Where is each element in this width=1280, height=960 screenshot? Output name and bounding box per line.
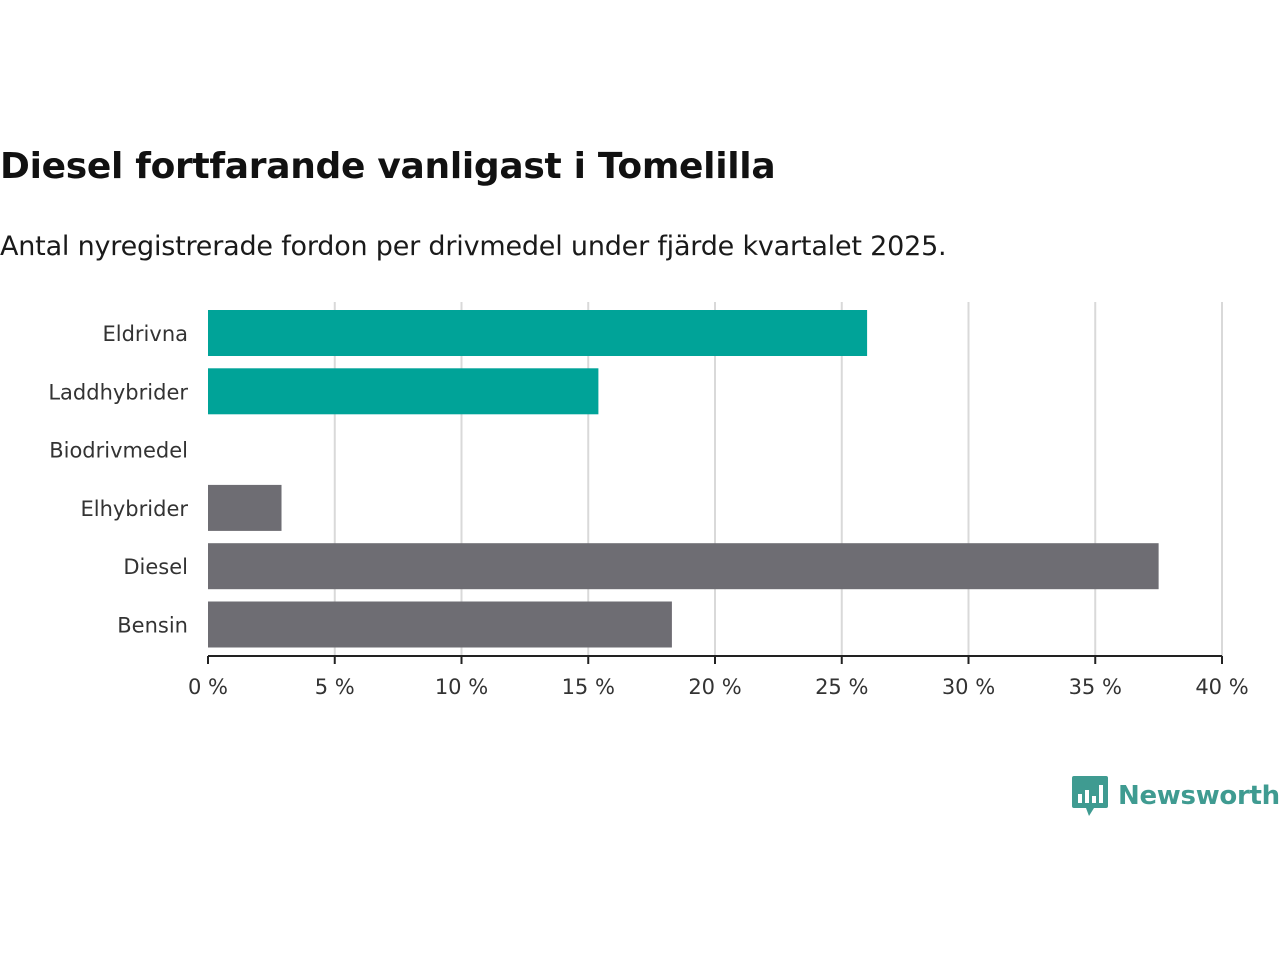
bar-elhybrider: [208, 484, 282, 531]
newsworthy-logo: Newsworthy: [1072, 776, 1280, 816]
bar-laddhybrider: [208, 368, 599, 415]
bar-bensin: [208, 601, 672, 648]
category-label: Diesel: [123, 555, 188, 579]
bar-chart: Eldrivna Laddhybrider Biodrivmedel Elhybrid…: [48, 302, 1249, 699]
x-tick-label: 15 %: [562, 675, 615, 699]
category-label: Biodrivmedel: [49, 439, 188, 463]
x-tick-label: 5 %: [315, 675, 355, 699]
category-label: Laddhybrider: [48, 380, 188, 404]
bar-chart-speech-bubble-icon: [1072, 776, 1108, 816]
x-tick-label: 10 %: [435, 675, 488, 699]
category-labels: Eldrivna Laddhybrider Biodrivmedel Elhybrid…: [48, 322, 188, 638]
x-tick-label: 0 %: [188, 675, 228, 699]
category-label: Eldrivna: [102, 322, 188, 346]
bar-eldrivna: [208, 310, 868, 356]
grid-lines: [333, 302, 1223, 656]
chart-title: Diesel fortfarande vanligast i Tomelilla: [0, 146, 776, 187]
bars: [208, 310, 1159, 648]
bar-diesel: [208, 543, 1159, 590]
x-axis: 0 % 5 % 10 % 15 % 20 % 25 % 30 % 35 % 40 %: [188, 655, 1249, 699]
category-label: Bensin: [117, 614, 188, 638]
x-tick-label: 35 %: [1069, 675, 1122, 699]
category-label: Elhybrider: [80, 497, 188, 521]
logo-text: Newsworthy: [1118, 781, 1280, 811]
chart-subtitle: Antal nyregistrerade fordon per drivmede…: [0, 231, 947, 262]
x-tick-label: 40 %: [1195, 675, 1248, 699]
x-tick-label: 20 %: [688, 675, 741, 699]
x-tick-label: 30 %: [942, 675, 995, 699]
x-tick-label: 25 %: [815, 675, 868, 699]
